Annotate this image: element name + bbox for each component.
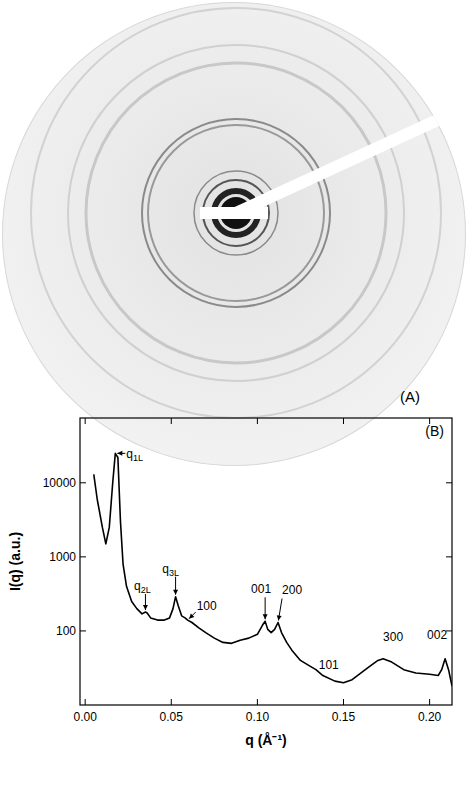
annotation-subscript: 1L [133, 453, 143, 463]
annotation-text: 002 [427, 628, 447, 642]
annotation-arrowhead [263, 614, 268, 619]
annotation-label: 100 [197, 599, 217, 613]
annotation-label: q3L [162, 562, 179, 578]
x-tick-label: 0.10 [246, 710, 270, 724]
data-group [94, 453, 452, 686]
annotation-text: 100 [197, 599, 217, 613]
y-axis-title: I(q) (a.u.) [7, 532, 23, 591]
diffraction-ring [31, 8, 441, 418]
annotation-subscript: 2L [141, 585, 151, 595]
diffraction-ring [148, 125, 324, 301]
annotation-label: q2L [134, 579, 151, 595]
annotation-subscript: 3L [169, 568, 179, 578]
y-tick [80, 630, 86, 631]
x-tick [429, 699, 430, 705]
y-tick [80, 556, 86, 557]
plot-frame [80, 418, 452, 705]
annotation-label: 200 [282, 583, 302, 597]
x-axis-title: q (Å⁻¹) [245, 732, 287, 748]
annotation-label: 002 [427, 628, 447, 642]
annotation-label: 101 [319, 658, 339, 672]
beamstop [200, 207, 268, 219]
x-tick [343, 418, 344, 424]
intensity-line [94, 453, 452, 686]
detector [2, 2, 466, 466]
diffraction-ring [142, 119, 330, 307]
annotation-arrowhead [117, 451, 122, 456]
annotation-text: q [134, 579, 141, 593]
x-tick [85, 699, 86, 705]
x-tick [171, 418, 172, 424]
y-tick [80, 482, 86, 483]
annotations: q1Lq2Lq3L100001200101300002 [117, 447, 447, 671]
y-tick-label: 100 [56, 624, 76, 638]
diffraction-ring [86, 63, 386, 363]
annotation-text: q [162, 562, 169, 576]
y-tick-label: 1000 [49, 550, 76, 564]
y-tick-label: 10000 [43, 476, 77, 490]
annotation-label: 001 [251, 582, 271, 596]
annotation-arrowhead [189, 613, 194, 618]
x-tick [257, 699, 258, 705]
annotation-text: q [126, 447, 133, 461]
annotation-arrowhead [173, 590, 178, 595]
annotation-label: q1L [126, 447, 143, 463]
panel-label: (B) [425, 423, 444, 439]
y-tick [446, 482, 452, 483]
annotation-label: 300 [383, 630, 403, 644]
x-tick-label: 0.00 [73, 710, 97, 724]
beamstop-arm [236, 104, 469, 213]
annotation-text: 300 [383, 630, 403, 644]
annotation-arrowhead [277, 615, 282, 620]
annotation-arrowhead [143, 605, 148, 610]
x-tick [171, 699, 172, 705]
y-tick [446, 556, 452, 557]
annotation-arrow [189, 612, 196, 619]
annotation-text: 101 [319, 658, 339, 672]
x-tick-label: 0.20 [418, 710, 442, 724]
x-tick [343, 699, 344, 705]
panel-label: (A) [400, 388, 420, 405]
panel-a [2, 2, 469, 466]
diffraction-ring [194, 171, 278, 255]
x-tick-label: 0.15 [332, 710, 356, 724]
x-tick-label: 0.05 [160, 710, 184, 724]
x-tick [257, 418, 258, 424]
x-tick [85, 418, 86, 424]
annotation-text: 200 [282, 583, 302, 597]
diffraction-ring [68, 45, 404, 381]
annotation-text: 001 [251, 582, 271, 596]
figure: (A)0.000.050.100.150.20100100010000q1Lq2… [0, 0, 469, 788]
